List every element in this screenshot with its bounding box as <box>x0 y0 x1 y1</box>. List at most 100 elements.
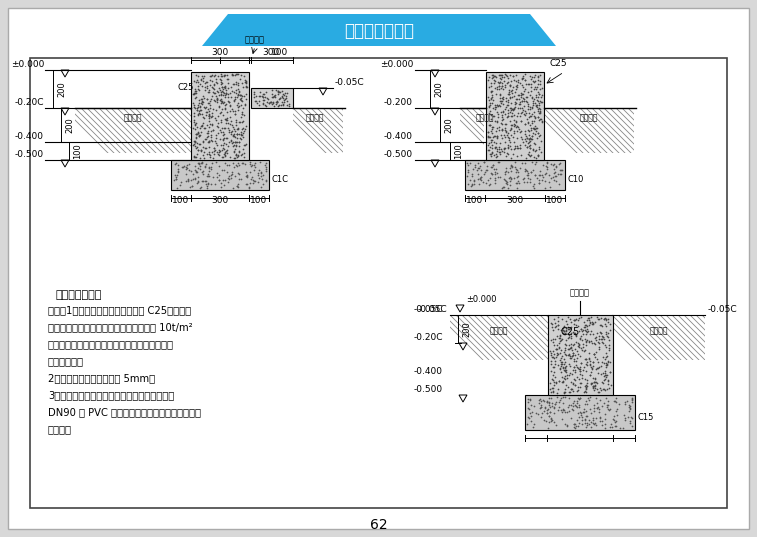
Point <box>524 72 536 81</box>
Point <box>232 148 245 156</box>
Point <box>515 117 527 126</box>
Point <box>205 109 217 118</box>
Point <box>230 151 242 159</box>
Point <box>219 159 231 168</box>
Point <box>231 92 243 101</box>
Point <box>626 397 638 406</box>
Point <box>504 173 516 182</box>
Point <box>591 403 603 412</box>
Point <box>580 336 592 345</box>
Point <box>588 378 600 386</box>
Point <box>204 136 217 144</box>
Point <box>272 101 284 110</box>
Point <box>230 141 242 149</box>
Point <box>508 173 520 182</box>
Point <box>532 410 544 419</box>
Point <box>609 418 621 426</box>
Point <box>560 341 572 350</box>
Point <box>233 138 245 147</box>
Point <box>533 145 545 154</box>
Point <box>534 92 547 101</box>
Point <box>195 75 207 84</box>
Point <box>538 397 550 405</box>
Point <box>524 175 536 183</box>
Point <box>229 137 241 146</box>
Point <box>596 402 608 411</box>
Point <box>189 130 201 139</box>
Point <box>220 176 232 184</box>
Point <box>206 92 218 100</box>
Point <box>610 417 622 425</box>
Point <box>240 78 252 86</box>
Point <box>588 339 600 347</box>
Point <box>557 362 569 371</box>
Point <box>486 87 498 96</box>
Point <box>225 174 237 183</box>
Point <box>512 122 524 130</box>
Point <box>558 359 570 368</box>
Point <box>600 328 612 337</box>
Point <box>545 336 557 344</box>
Point <box>589 375 601 383</box>
Point <box>207 88 220 96</box>
Point <box>236 118 248 126</box>
Point <box>543 412 555 420</box>
Point <box>512 109 524 118</box>
Point <box>584 313 597 322</box>
Point <box>481 162 493 171</box>
Point <box>170 160 182 169</box>
Point <box>247 178 259 187</box>
Point <box>555 346 567 354</box>
Point <box>544 408 556 416</box>
Point <box>200 176 212 185</box>
Point <box>573 395 585 403</box>
Point <box>583 420 595 429</box>
Point <box>565 345 578 354</box>
Point <box>500 126 512 135</box>
Point <box>580 412 592 420</box>
Point <box>233 118 245 127</box>
Point <box>248 161 260 169</box>
Point <box>543 401 555 409</box>
Point <box>523 131 535 140</box>
Point <box>264 98 276 106</box>
Point <box>529 409 541 417</box>
Point <box>278 96 290 105</box>
Point <box>515 132 527 141</box>
Point <box>518 110 530 119</box>
Point <box>572 338 584 347</box>
Point <box>271 98 283 106</box>
Point <box>221 71 233 79</box>
Point <box>179 165 192 173</box>
Point <box>210 158 223 167</box>
Point <box>569 316 581 324</box>
Point <box>508 145 520 154</box>
Point <box>593 344 605 353</box>
Point <box>563 350 575 358</box>
Point <box>600 371 612 380</box>
Point <box>541 405 553 413</box>
Point <box>586 379 598 388</box>
Point <box>594 321 606 330</box>
Point <box>221 133 233 142</box>
Point <box>593 362 606 371</box>
Point <box>269 86 282 95</box>
Point <box>533 90 545 98</box>
Point <box>485 169 497 177</box>
Point <box>482 133 494 142</box>
Point <box>626 414 638 423</box>
Point <box>581 358 593 366</box>
Point <box>588 386 600 395</box>
Point <box>236 110 248 119</box>
Point <box>528 85 540 93</box>
Point <box>252 171 264 179</box>
Point <box>486 136 498 144</box>
Point <box>204 119 217 128</box>
Point <box>510 151 522 160</box>
Point <box>191 76 203 84</box>
Point <box>591 363 603 372</box>
Point <box>172 166 184 175</box>
Point <box>547 384 559 393</box>
Point <box>502 143 514 152</box>
Point <box>491 100 503 109</box>
